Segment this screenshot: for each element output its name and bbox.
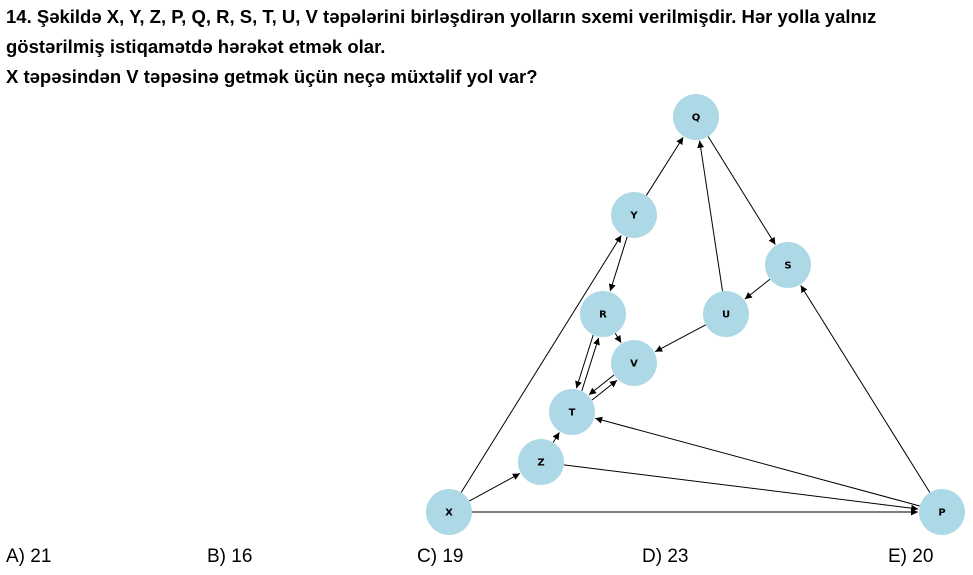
node-t: T (549, 389, 595, 435)
answer-option-a[interactable]: A) 21 (6, 546, 52, 567)
node-p: P (919, 489, 965, 535)
edge-r-to-v (614, 333, 622, 343)
node-y: Y (611, 192, 657, 238)
node-label-q: Q (692, 113, 701, 124)
node-label-z: Z (537, 458, 544, 469)
edge-y-to-q (645, 137, 684, 196)
answer-option-b[interactable]: B) 16 (207, 546, 253, 567)
node-x: X (426, 489, 472, 535)
edge-r-to-t (575, 334, 594, 389)
answer-option-e[interactable]: E) 20 (888, 546, 934, 567)
answer-option-d[interactable]: D) 23 (642, 546, 689, 567)
node-circle-x (426, 489, 472, 535)
edge-s-to-u (744, 278, 771, 300)
edge-u-to-q (697, 140, 724, 292)
question-line-3: X təpəsindən V təpəsinə getmək üçün neçə… (6, 66, 538, 87)
node-circle-t (549, 389, 595, 435)
node-circle-s (765, 242, 811, 288)
node-label-r: R (599, 310, 607, 321)
edge-y-to-r (608, 236, 628, 292)
edge-z-to-t (552, 432, 560, 443)
node-label-s: S (784, 261, 791, 272)
edge-p-to-s (800, 285, 931, 493)
question-text: 14. Şəkildə X, Y, Z, P, Q, R, S, T, U, V… (6, 2, 966, 92)
edge-p-to-t (595, 416, 920, 507)
edge-u-to-v (654, 324, 706, 353)
node-v: V (611, 340, 657, 386)
node-s: S (765, 242, 811, 288)
node-r: R (580, 291, 626, 337)
edge-t-to-v (591, 379, 618, 401)
edge-q-to-s (707, 136, 776, 245)
node-u: U (703, 291, 749, 337)
edge-v-to-t (588, 374, 615, 396)
node-circle-y (611, 192, 657, 238)
node-circle-z (518, 439, 564, 485)
node-label-p: P (938, 508, 945, 519)
question-line-1: 14. Şəkildə X, Y, Z, P, Q, R, S, T, U, V… (6, 6, 877, 27)
node-circle-v (611, 340, 657, 386)
node-label-y: Y (629, 211, 638, 222)
node-circle-u (703, 291, 749, 337)
node-circle-q (673, 94, 719, 140)
node-circle-r (580, 291, 626, 337)
edge-z-to-p (563, 464, 919, 512)
question-line-2: göstərilmiş istiqamətdə hərəkət etmək ol… (6, 36, 386, 57)
edge-x-to-y (460, 235, 622, 493)
node-label-t: T (569, 408, 576, 419)
node-label-x: X (445, 508, 453, 519)
answer-option-c[interactable]: C) 19 (417, 546, 464, 567)
edge-x-to-z (468, 473, 521, 502)
node-circle-p (919, 489, 965, 535)
edge-t-to-r (581, 337, 600, 392)
node-q: Q (673, 94, 719, 140)
node-label-v: V (630, 359, 638, 370)
node-label-u: U (722, 310, 730, 321)
node-z: Z (518, 439, 564, 485)
